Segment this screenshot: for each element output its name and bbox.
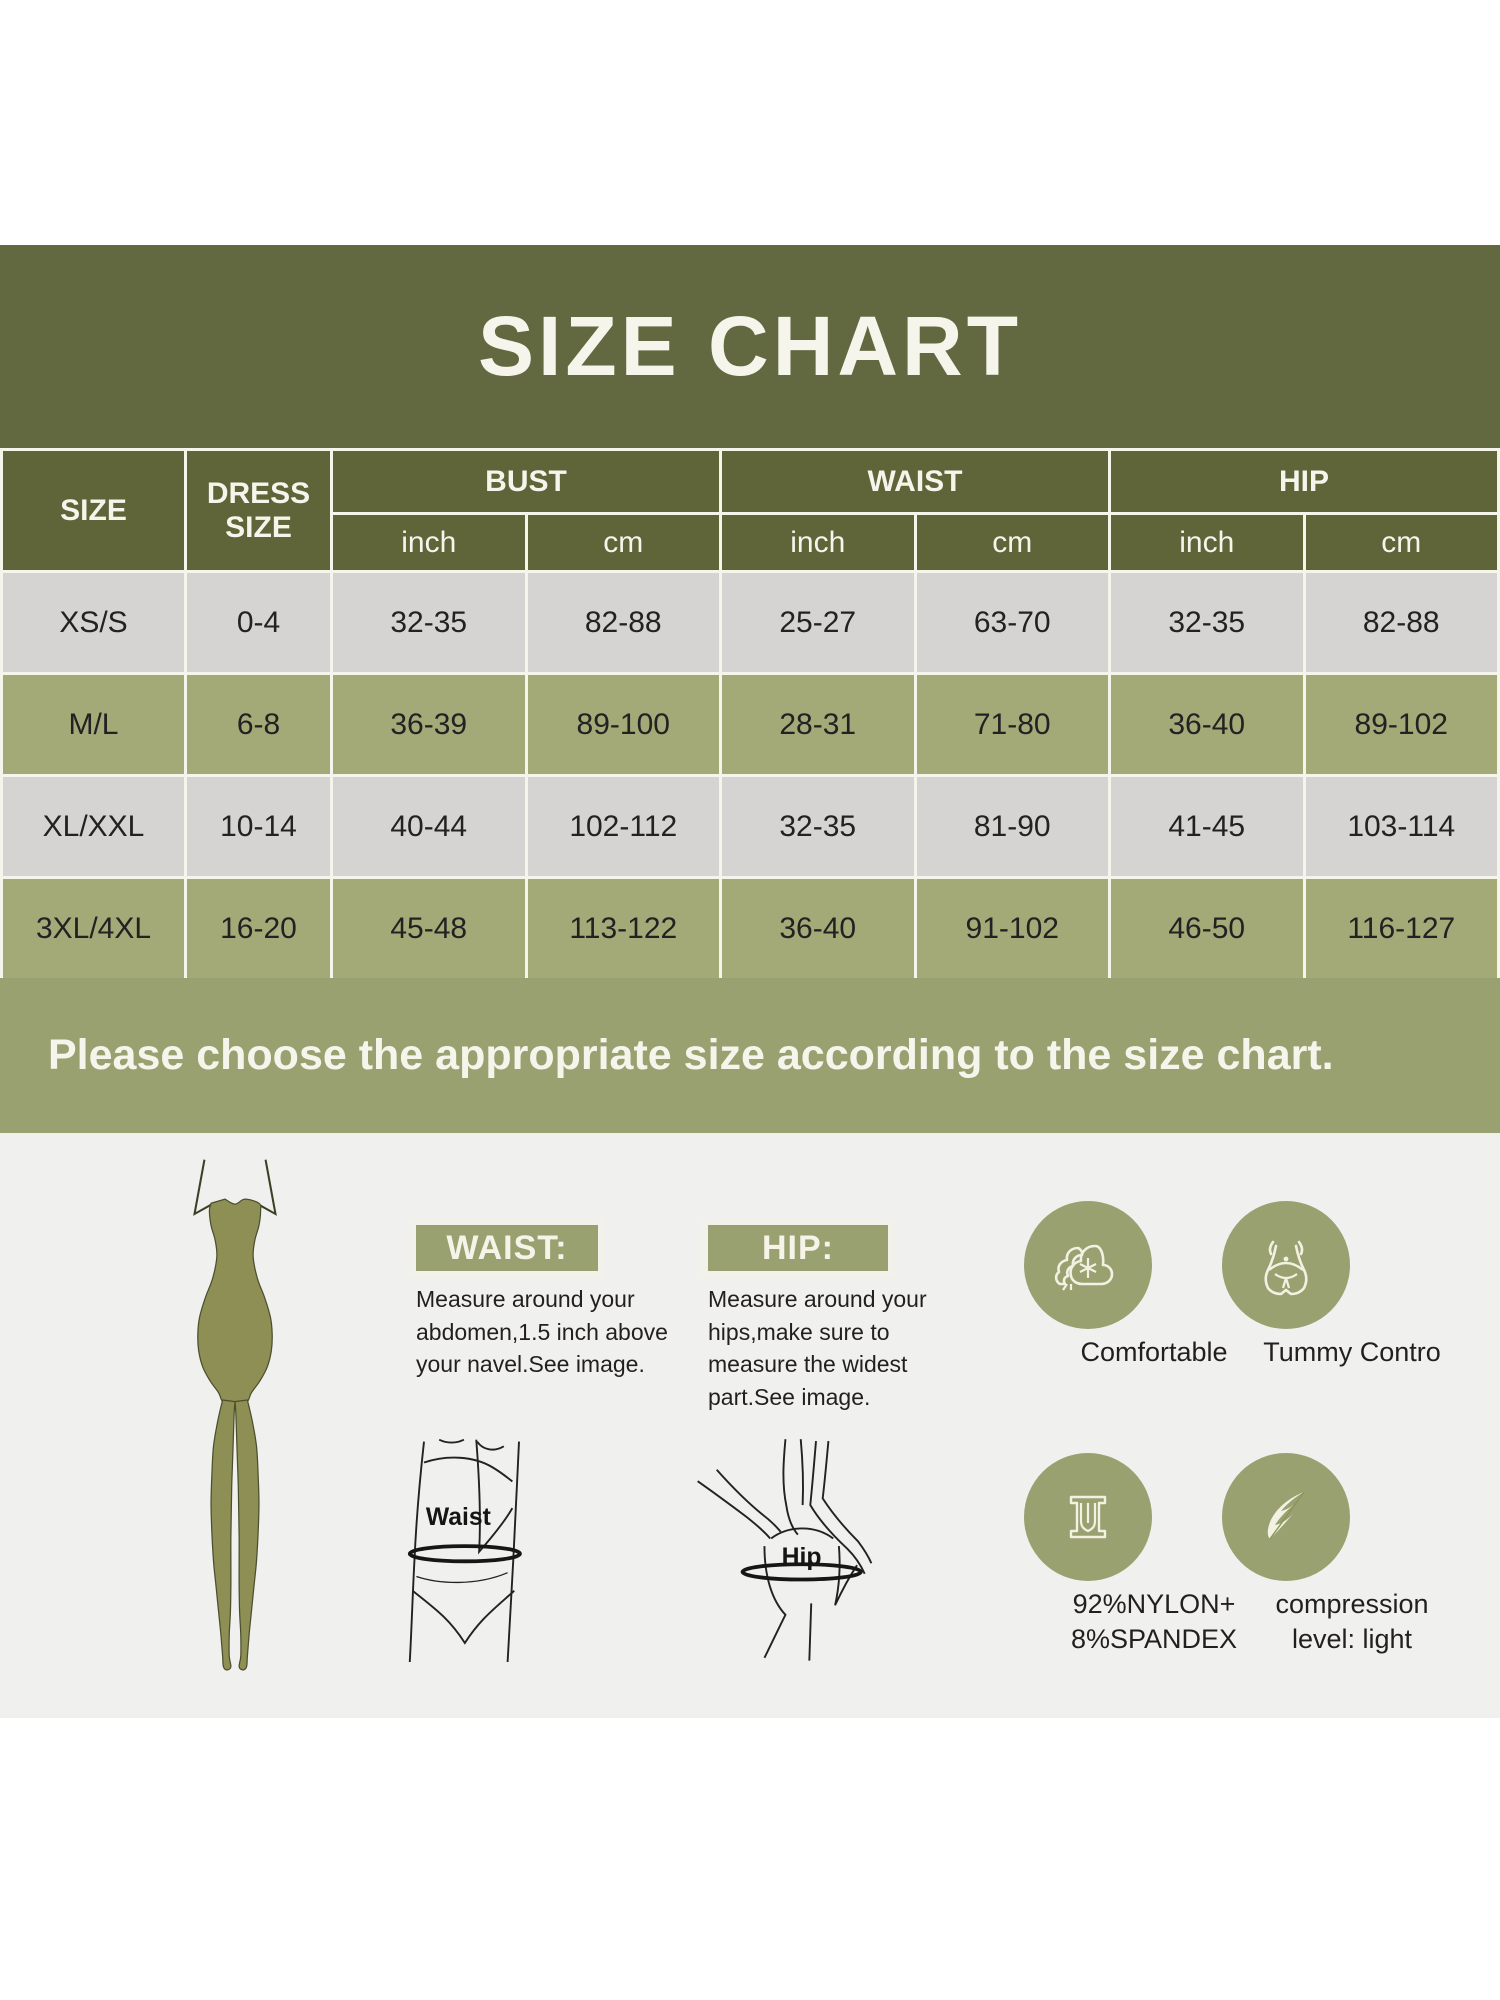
svg-text:Hip: Hip bbox=[782, 1544, 822, 1571]
svg-text:Waist: Waist bbox=[426, 1504, 491, 1531]
